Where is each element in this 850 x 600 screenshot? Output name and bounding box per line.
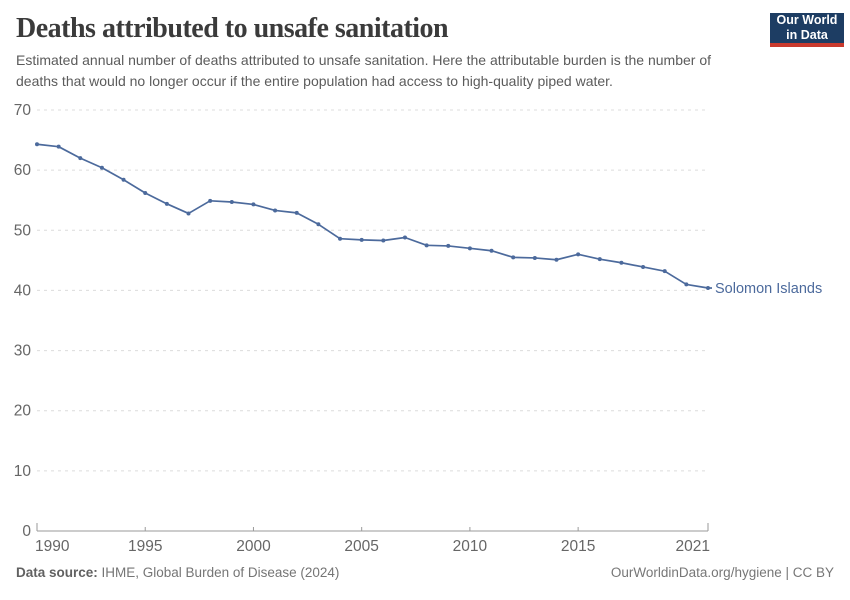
data-point[interactable] — [576, 252, 581, 257]
x-tick-label: 2021 — [676, 538, 710, 555]
data-point[interactable] — [294, 210, 299, 215]
data-point[interactable] — [684, 282, 689, 287]
owid-logo-line1: Our World — [776, 13, 838, 28]
data-point[interactable] — [186, 211, 191, 216]
x-tick-label: 2005 — [344, 538, 378, 555]
data-point[interactable] — [35, 142, 39, 147]
data-point[interactable] — [229, 200, 234, 205]
data-point[interactable] — [143, 190, 148, 195]
data-point[interactable] — [446, 243, 451, 248]
data-source: Data source: IHME, Global Burden of Dise… — [16, 565, 339, 580]
trend-line[interactable] — [36, 143, 709, 289]
x-tick-label: 2015 — [561, 538, 595, 555]
y-tick-label: 50 — [14, 222, 32, 239]
page-title: Deaths attributed to unsafe sanitation — [16, 13, 449, 44]
chart-footer: Data source: IHME, Global Burden of Dise… — [16, 565, 834, 580]
data-point[interactable] — [99, 165, 104, 170]
data-point[interactable] — [467, 246, 472, 251]
chart-subtitle: Estimated annual number of deaths attrib… — [16, 52, 711, 89]
data-point[interactable] — [338, 236, 343, 241]
data-point[interactable] — [121, 177, 126, 182]
data-point[interactable] — [424, 243, 429, 248]
x-tick-label: 2000 — [236, 538, 271, 555]
data-source-label: Data source: — [16, 565, 98, 580]
y-tick-label: 40 — [14, 282, 32, 299]
data-point[interactable] — [56, 144, 61, 149]
x-tick-label: 1995 — [128, 538, 162, 555]
data-point[interactable] — [597, 257, 602, 262]
data-source-text: IHME, Global Burden of Disease (2024) — [97, 565, 340, 580]
data-point[interactable] — [641, 264, 646, 269]
y-tick-label: 60 — [14, 162, 32, 179]
data-point[interactable] — [554, 257, 559, 262]
data-point[interactable] — [359, 237, 364, 242]
data-point[interactable] — [402, 235, 407, 240]
data-point[interactable] — [532, 255, 537, 260]
data-point[interactable] — [164, 201, 169, 206]
data-point[interactable] — [208, 198, 213, 203]
owid-logo: Our World in Data — [770, 13, 844, 47]
y-tick-label: 10 — [14, 463, 32, 480]
data-point[interactable] — [662, 269, 667, 274]
data-point[interactable] — [619, 260, 624, 265]
y-tick-label: 30 — [14, 343, 32, 360]
data-point[interactable] — [78, 156, 83, 161]
data-point[interactable] — [316, 222, 321, 227]
data-point[interactable] — [511, 255, 516, 260]
credit-link[interactable]: OurWorldinData.org/hygiene | CC BY — [610, 565, 834, 580]
y-tick-label: 20 — [14, 403, 32, 420]
y-tick-label: 70 — [14, 102, 32, 119]
data-point[interactable] — [273, 208, 278, 213]
series-end-label[interactable]: Solomon Islands — [715, 281, 822, 297]
x-tick-label: 1990 — [35, 538, 70, 555]
y-tick-label: 0 — [22, 523, 31, 540]
data-point[interactable] — [489, 248, 494, 253]
x-tick-label: 2010 — [453, 538, 488, 555]
owid-logo-line2: in Data — [786, 28, 828, 42]
data-point[interactable] — [381, 238, 386, 243]
data-point[interactable] — [251, 202, 256, 207]
